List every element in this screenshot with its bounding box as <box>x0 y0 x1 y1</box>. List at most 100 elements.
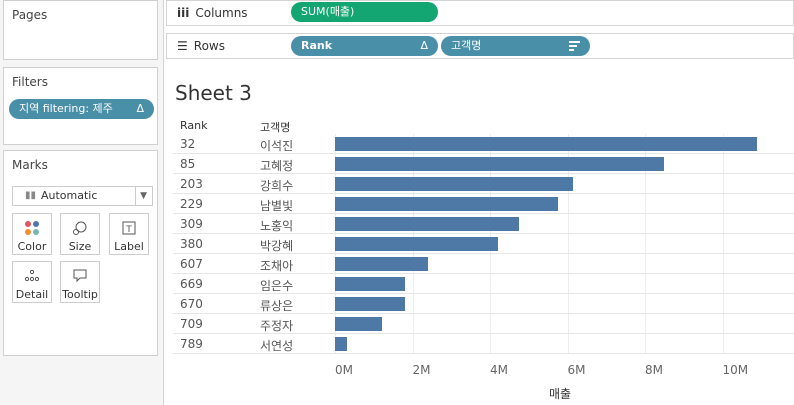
customer-name: 조채아 <box>260 259 294 273</box>
table-row[interactable]: 607 조채아 <box>173 254 794 274</box>
rank-value: 670 <box>180 297 203 311</box>
table-row[interactable]: 669 임은수 <box>173 274 794 294</box>
columns-icon: iii <box>177 6 190 20</box>
customer-name: 고혜정 <box>260 159 294 173</box>
chevron-down-icon: ▼ <box>135 187 147 205</box>
bar-mark[interactable] <box>335 297 405 311</box>
x-gridline <box>567 134 569 354</box>
rows-shelf[interactable]: ☰ Rows Rank Δ 고객명 <box>166 33 794 59</box>
label-button[interactable]: T Label <box>109 213 149 255</box>
label-button-label: Label <box>114 240 144 253</box>
tooltip-icon <box>61 268 99 288</box>
x-tick-label: 4M <box>490 363 508 377</box>
bar-mark[interactable] <box>335 197 558 211</box>
x-tick-label: 6M <box>567 363 586 377</box>
row-divider <box>173 273 794 274</box>
color-button[interactable]: Color <box>12 213 52 255</box>
size-button-label: Size <box>68 240 92 253</box>
table-row[interactable]: 203 강희수 <box>173 174 794 194</box>
marks-card-title: Marks <box>12 158 48 172</box>
customer-name: 박강혜 <box>260 239 294 253</box>
bar-mark[interactable] <box>335 277 405 291</box>
bar-mark[interactable] <box>335 337 347 351</box>
row-divider <box>173 213 794 214</box>
table-row[interactable]: 670 류상은 <box>173 294 794 314</box>
delta-icon: Δ <box>136 102 144 115</box>
header-rank: Rank <box>180 119 208 132</box>
table-row[interactable]: 229 남별빛 <box>173 194 794 214</box>
customer-name: 주정자 <box>260 319 294 333</box>
customer-name: 강희수 <box>260 179 294 193</box>
rows-pill-customer[interactable]: 고객명 <box>441 36 590 56</box>
mark-type-dropdown[interactable]: ▮▮ Automatic ▼ <box>12 186 153 206</box>
filter-pill[interactable]: 지역 filtering: 제주 Δ <box>9 99 154 119</box>
table-row[interactable]: 85 고혜정 <box>173 154 794 174</box>
color-button-label: Color <box>17 240 47 253</box>
rank-value: 203 <box>180 177 203 191</box>
bar-mark[interactable] <box>335 317 382 331</box>
row-divider <box>173 353 794 354</box>
columns-pill-sum-sales[interactable]: SUM(매출) <box>291 2 438 22</box>
x-tick-label: 10M <box>722 363 749 377</box>
row-divider <box>173 233 794 234</box>
x-gridline <box>722 134 724 354</box>
tooltip-button[interactable]: Tooltip <box>60 261 100 303</box>
tooltip-button-label: Tooltip <box>62 288 98 301</box>
mark-type-value: Automatic <box>41 189 98 202</box>
bar-chart-icon: ▮▮ <box>25 190 37 201</box>
rows-pill-customer-label: 고객명 <box>451 39 482 52</box>
rows-shelf-label: ☰ Rows <box>177 39 225 53</box>
bar-mark[interactable] <box>335 217 520 231</box>
size-button[interactable]: Size <box>60 213 100 255</box>
rank-value: 709 <box>180 317 203 331</box>
rows-pill-rank[interactable]: Rank Δ <box>291 36 438 56</box>
table-row[interactable]: 709 주정자 <box>173 314 794 334</box>
columns-shelf[interactable]: iii Columns SUM(매출) <box>166 0 794 26</box>
delta-icon: Δ <box>420 39 428 52</box>
rank-value: 380 <box>180 237 203 251</box>
x-axis-title: 매출 <box>549 387 572 401</box>
filters-card: Filters 지역 filtering: 제주 Δ <box>3 67 158 145</box>
filter-pill-label: 지역 filtering: 제주 <box>19 102 113 115</box>
columns-shelf-label: iii Columns <box>177 6 248 20</box>
left-panel: Pages Filters 지역 filtering: 제주 Δ Marks ▮… <box>0 0 164 405</box>
table-row[interactable]: 380 박강혜 <box>173 234 794 254</box>
table-row[interactable]: 789 서연성 <box>173 334 794 354</box>
bar-mark[interactable] <box>335 237 498 251</box>
row-divider <box>173 173 794 174</box>
x-tick-label: 8M <box>645 363 663 377</box>
x-gridline <box>645 134 646 354</box>
svg-text:T: T <box>125 225 132 235</box>
label-icon: T <box>110 220 148 240</box>
rank-value: 309 <box>180 217 203 231</box>
bar-mark[interactable] <box>335 257 428 271</box>
row-divider <box>173 153 794 154</box>
detail-icon <box>13 268 51 288</box>
rows-pill-rank-label: Rank <box>301 39 333 52</box>
sheet-title: Sheet 3 <box>175 81 252 105</box>
rank-value: 607 <box>180 257 203 271</box>
detail-button[interactable]: Detail <box>12 261 52 303</box>
x-tick-label: 0M <box>335 363 353 377</box>
pages-card-title: Pages <box>12 8 48 22</box>
customer-name: 노홍익 <box>260 219 294 233</box>
row-divider <box>173 333 794 334</box>
filters-card-title: Filters <box>12 75 48 89</box>
pages-card: Pages <box>3 0 158 60</box>
customer-name: 임은수 <box>260 279 294 293</box>
detail-button-label: Detail <box>15 288 49 301</box>
customer-name: 이석진 <box>260 139 294 153</box>
table-row[interactable]: 309 노홍익 <box>173 214 794 234</box>
row-divider <box>173 313 794 314</box>
table-row[interactable]: 32 이석진 <box>173 134 794 154</box>
bar-mark[interactable] <box>335 157 665 171</box>
marks-card: Marks ▮▮ Automatic ▼ Color Size T Label <box>3 150 158 356</box>
row-divider <box>173 293 794 294</box>
rank-value: 789 <box>180 337 203 351</box>
bar-mark[interactable] <box>335 177 574 191</box>
size-icon <box>61 220 99 240</box>
row-divider <box>173 253 794 254</box>
columns-pill-label: SUM(매출) <box>301 5 355 18</box>
bar-mark[interactable] <box>335 137 758 151</box>
customer-name: 서연성 <box>260 339 294 353</box>
